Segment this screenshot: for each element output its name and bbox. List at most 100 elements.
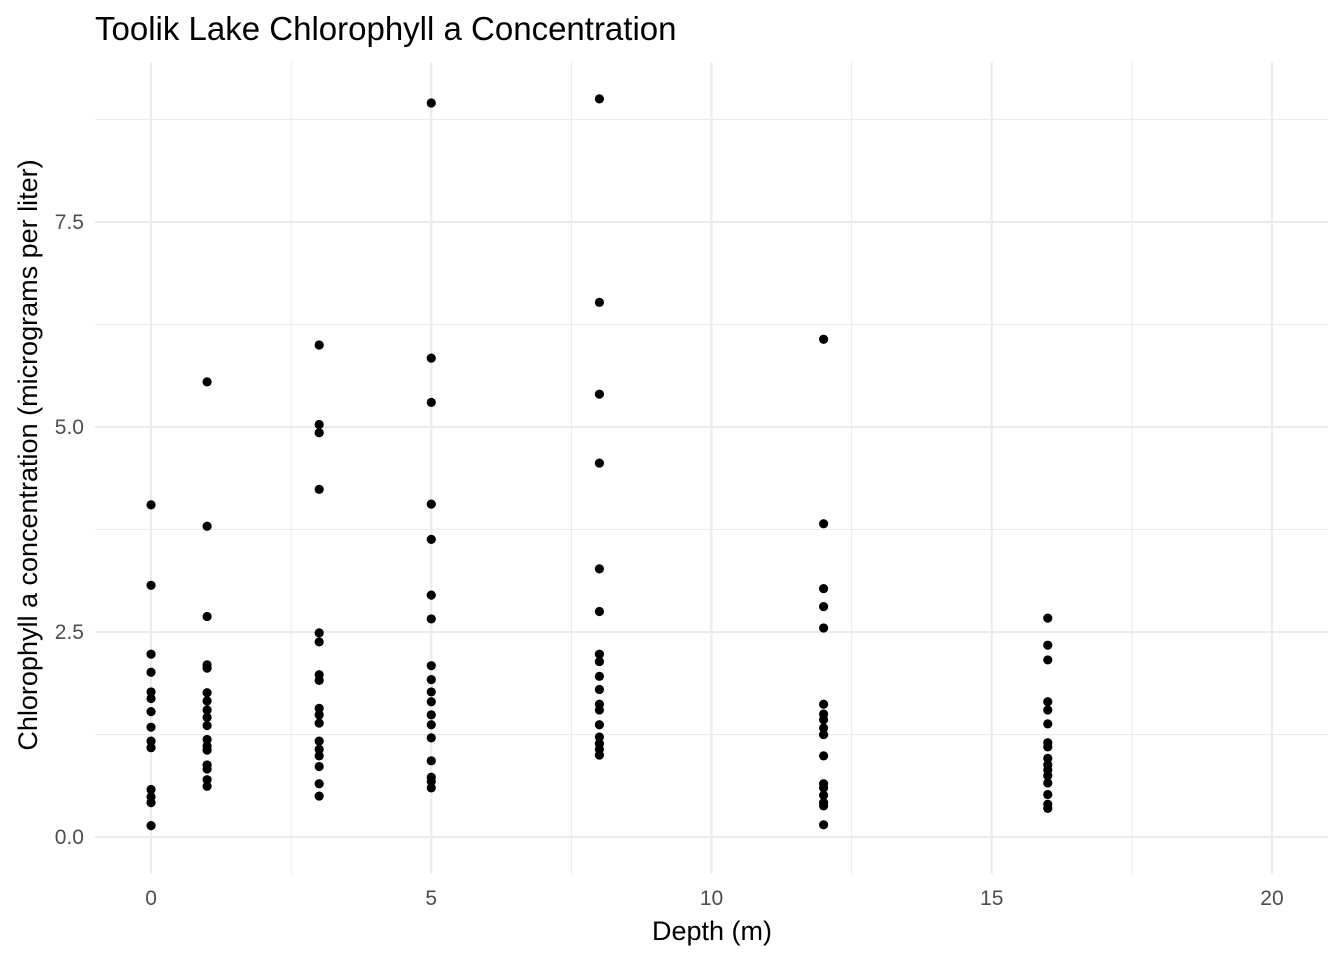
data-point <box>202 521 212 531</box>
data-point <box>146 649 156 659</box>
data-point <box>426 661 436 671</box>
data-point <box>202 775 212 785</box>
data-point <box>202 712 212 722</box>
y-tick-label: 2.5 <box>55 621 84 644</box>
data-point <box>314 736 324 746</box>
data-point <box>426 614 436 624</box>
data-point <box>1043 697 1053 707</box>
data-point <box>314 718 324 728</box>
grid-lines <box>95 62 1328 874</box>
x-tick-label: 15 <box>980 887 1003 910</box>
data-point <box>594 297 605 307</box>
x-tick-label: 5 <box>425 887 437 910</box>
data-point <box>146 580 156 590</box>
data-point <box>314 675 324 686</box>
data-point <box>314 761 324 772</box>
data-point <box>426 687 436 697</box>
data-point <box>314 703 324 713</box>
data-point <box>1043 789 1053 800</box>
data-point <box>314 751 324 761</box>
data-point <box>426 534 436 544</box>
data-point <box>146 693 156 704</box>
data-point <box>202 688 212 698</box>
data-point <box>818 820 829 830</box>
y-tick-label: 5.0 <box>55 416 84 439</box>
data-point <box>594 705 605 715</box>
data-point <box>594 671 605 681</box>
data-point <box>314 419 324 430</box>
data-point <box>426 733 436 743</box>
data-points <box>146 94 1053 831</box>
data-point <box>426 590 436 600</box>
data-point <box>1043 705 1053 715</box>
data-point <box>818 602 829 612</box>
data-point <box>1043 778 1053 788</box>
data-point <box>314 428 324 438</box>
data-point <box>202 745 212 755</box>
data-point <box>314 340 324 350</box>
data-point <box>314 791 324 801</box>
data-point <box>1043 719 1053 729</box>
data-point <box>146 500 156 510</box>
data-point <box>594 389 605 399</box>
data-point <box>146 736 156 746</box>
data-point <box>202 781 212 791</box>
data-point <box>426 710 436 720</box>
data-point <box>146 667 156 677</box>
data-point <box>1043 742 1053 752</box>
data-point <box>818 723 829 733</box>
data-point <box>314 710 324 720</box>
data-point <box>202 377 212 387</box>
data-point <box>594 564 605 574</box>
data-point <box>426 756 436 766</box>
data-point <box>818 783 829 793</box>
data-point <box>818 583 829 594</box>
data-point <box>202 734 212 745</box>
data-point <box>1043 640 1053 650</box>
data-point <box>146 722 156 732</box>
data-point <box>426 783 436 793</box>
x-tick-label: 0 <box>145 887 157 910</box>
data-point <box>426 675 436 685</box>
y-axis-title: Chlorophyll a concentration (micrograms … <box>13 159 43 750</box>
data-point <box>594 606 605 617</box>
data-point <box>146 707 156 717</box>
data-point <box>314 744 324 754</box>
data-point <box>818 699 829 709</box>
y-tick-label: 7.5 <box>55 211 84 234</box>
x-tick-label: 20 <box>1260 887 1283 910</box>
chart-title: Toolik Lake Chlorophyll a Concentration <box>95 10 677 47</box>
data-point <box>1043 613 1053 623</box>
data-point <box>818 729 829 740</box>
data-point <box>594 732 605 742</box>
data-point <box>202 696 212 706</box>
tick-labels: 0 5 10 15 20 0.0 2.5 5.0 7.5 <box>55 211 1284 910</box>
data-point <box>818 751 829 761</box>
data-point <box>202 611 212 622</box>
data-point <box>146 784 156 795</box>
data-point <box>426 697 436 707</box>
data-point <box>818 790 829 800</box>
data-point <box>146 687 156 697</box>
data-point <box>202 705 212 715</box>
data-point <box>426 776 436 786</box>
data-point <box>594 750 605 760</box>
data-point <box>1043 803 1053 813</box>
data-point <box>146 743 156 753</box>
data-point <box>1043 753 1053 763</box>
data-point <box>202 720 212 731</box>
data-point <box>314 484 324 494</box>
data-point <box>426 397 436 407</box>
data-point <box>426 720 436 730</box>
data-point <box>594 684 605 695</box>
data-point <box>818 519 829 529</box>
x-tick-label: 10 <box>700 887 723 910</box>
data-point <box>146 798 156 808</box>
data-point <box>594 649 605 659</box>
data-point <box>426 353 436 363</box>
data-point <box>426 98 436 108</box>
data-point <box>202 764 212 774</box>
data-point <box>594 656 605 667</box>
